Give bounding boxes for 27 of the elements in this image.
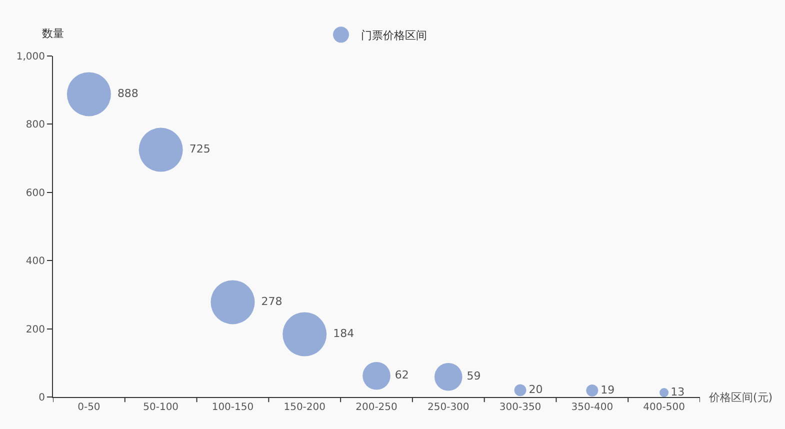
x-tick-label: 350-400 <box>571 402 614 413</box>
data-label: 278 <box>261 294 282 308</box>
data-label: 62 <box>394 368 409 382</box>
y-axis-title: 数量 <box>42 27 64 40</box>
legend-label: 门票价格区间 <box>361 28 427 42</box>
x-tick-label: 100-150 <box>212 402 254 413</box>
y-tick-label: 1,000 <box>16 52 45 62</box>
x-tick-label: 250-300 <box>427 402 470 413</box>
data-label: 184 <box>333 327 354 340</box>
data-label: 888 <box>117 86 138 100</box>
y-tick-label: 200 <box>26 324 45 336</box>
x-tick-label: 300-350 <box>499 402 542 413</box>
x-tick-label: 200-250 <box>356 402 398 413</box>
x-tick-label: 0-50 <box>78 402 100 413</box>
data-label: 20 <box>528 382 543 396</box>
y-tick-label: 0 <box>38 392 45 404</box>
y-tick-label: 800 <box>26 120 45 131</box>
data-label: 19 <box>600 383 615 396</box>
y-tick-label: 600 <box>26 188 45 199</box>
y-tick-label: 400 <box>26 256 45 268</box>
data-label: 725 <box>189 142 210 156</box>
x-axis-title: 价格区间(元) <box>708 391 773 404</box>
data-label: 59 <box>466 370 481 383</box>
x-tick-label: 400-500 <box>643 402 685 413</box>
x-tick-label: 50-100 <box>143 402 179 413</box>
x-tick-label: 150-200 <box>284 402 326 413</box>
data-label: 13 <box>670 385 685 398</box>
